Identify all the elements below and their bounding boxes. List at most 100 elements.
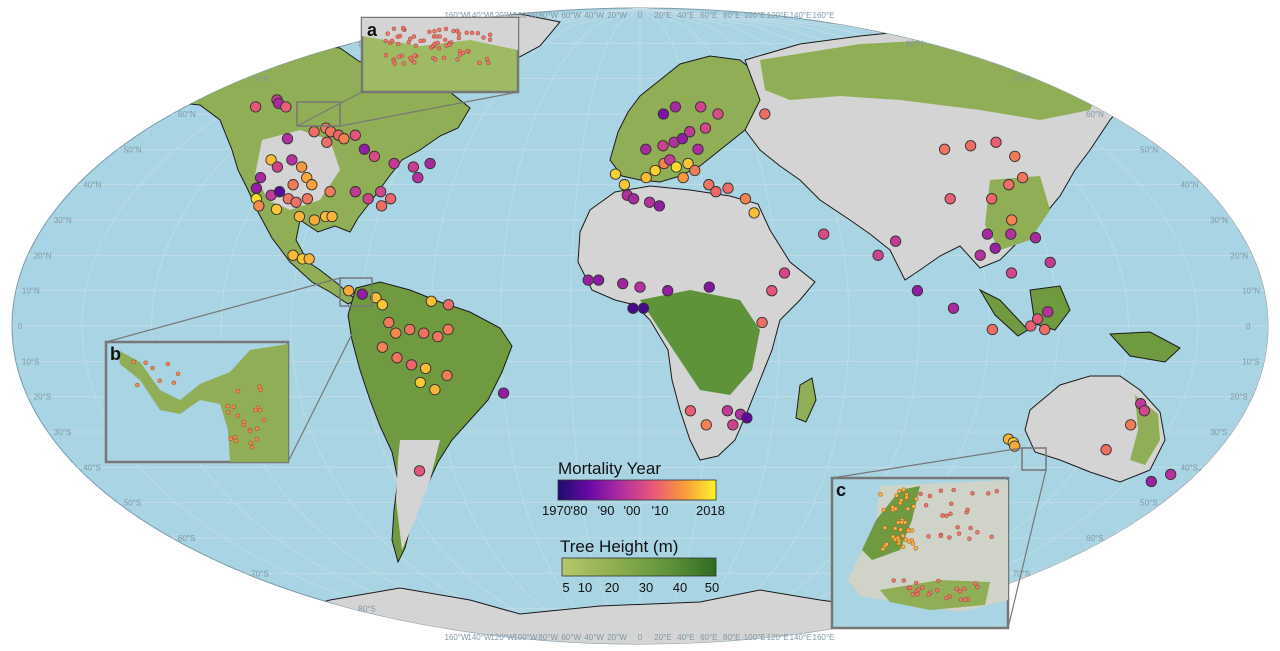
mortality-site (653, 200, 666, 212)
lat-label-left: 70°N (251, 75, 269, 84)
inset-site (926, 534, 931, 539)
height-tick: 50 (705, 580, 719, 595)
mortality-site (1044, 256, 1056, 269)
mortality-site (756, 316, 768, 329)
mortality-tick-labels: 1970'80 '90 '00 '10 2018 (542, 503, 725, 518)
legend-mortality-title: Mortality Year (558, 459, 661, 478)
inset-a-letter: a (367, 20, 378, 40)
mortality-site (375, 186, 387, 198)
mortality-site (362, 193, 374, 205)
mortality-site (249, 101, 262, 113)
mortality-site (405, 359, 418, 371)
inset-site (910, 592, 916, 597)
mortality-site (384, 193, 397, 205)
mortality-site (376, 299, 389, 311)
inset-site (411, 34, 417, 39)
height-tick: 40 (673, 580, 687, 595)
lon-label-bottom: 160°W (444, 633, 469, 642)
mortality-site (1005, 228, 1017, 240)
mortality-site (375, 200, 388, 212)
inset-site (477, 60, 482, 66)
legend-tree-height: Tree Height (m) 5 10 20 30 40 50 (560, 537, 719, 595)
lon-label-bottom: 80°W (538, 633, 558, 642)
inset-c: c (830, 447, 1047, 630)
inset-site (903, 537, 909, 542)
mortality-site (637, 302, 650, 314)
lat-label-right: 50°N (1140, 145, 1158, 154)
inset-site (412, 60, 417, 65)
inset-site (231, 404, 237, 410)
inset-site (447, 42, 452, 48)
inset-site (225, 403, 230, 409)
inset-site (901, 578, 906, 583)
inset-site (915, 592, 920, 597)
lat-label-left: 0 (18, 322, 23, 331)
inset-site (433, 57, 438, 62)
inset-site (412, 53, 417, 58)
lat-label-left: 10°S (22, 357, 39, 366)
lat-label-right: 30°N (1210, 216, 1228, 225)
inset-site (460, 50, 465, 56)
inset-site (392, 61, 397, 66)
mortality-site (273, 186, 286, 198)
inset-site (465, 48, 470, 54)
lat-label-left: 20°S (34, 393, 51, 402)
mortality-site (303, 253, 315, 265)
mortality-site (1009, 150, 1021, 163)
mortality-site (766, 285, 778, 297)
inset-site (906, 528, 911, 533)
mortality-site (413, 465, 426, 477)
inset-site (235, 413, 241, 418)
lat-label-left: 10°N (22, 287, 40, 296)
mortality-site (1029, 232, 1042, 244)
lon-label-bottom: 40°E (677, 633, 694, 642)
inset-site (975, 530, 980, 535)
inset-site (938, 533, 943, 539)
lat-label-left: 50°S (124, 499, 141, 508)
mortality-site (964, 140, 977, 152)
inset-site (232, 435, 238, 440)
mortality-site (358, 143, 371, 155)
inset-site (967, 536, 972, 541)
lon-label-top: 120°W (490, 11, 515, 20)
inset-site (882, 525, 888, 530)
inset-site (261, 418, 267, 423)
lat-label-left: 30°N (54, 216, 72, 225)
mortality-site (1006, 214, 1018, 226)
mortality-tick: '10 (652, 503, 669, 518)
mortality-tick: '00 (624, 503, 641, 518)
mortality-site (990, 136, 1002, 148)
inset-site (940, 513, 945, 518)
inset-site (934, 588, 940, 593)
inset-site (248, 440, 254, 446)
inset-site (901, 487, 906, 492)
mortality-site (338, 133, 350, 145)
inset-site (913, 546, 918, 551)
mortality-site (414, 376, 426, 389)
inset-site (165, 361, 171, 367)
lon-label-bottom: 140°E (790, 633, 812, 642)
lon-label-bottom: 120°W (490, 633, 515, 642)
mortality-site (677, 171, 689, 184)
inset-site (389, 38, 395, 43)
inset-site (955, 525, 960, 530)
inset-site (884, 542, 889, 547)
mortality-site (634, 281, 646, 293)
inset-site (455, 57, 460, 62)
inset-site (893, 506, 898, 511)
inset-site (487, 37, 493, 42)
lat-label-right: 40°S (1181, 463, 1198, 472)
mortality-site (695, 101, 707, 113)
australia (1024, 375, 1166, 483)
inset-site (234, 438, 239, 444)
inset-site (951, 487, 956, 493)
mortality-site (1138, 405, 1151, 417)
inset-site (255, 426, 260, 431)
inset-site (443, 37, 448, 43)
height-tick: 10 (578, 580, 592, 595)
inset-site (258, 387, 263, 393)
mortality-site (1100, 444, 1112, 456)
inset-site (437, 27, 442, 33)
